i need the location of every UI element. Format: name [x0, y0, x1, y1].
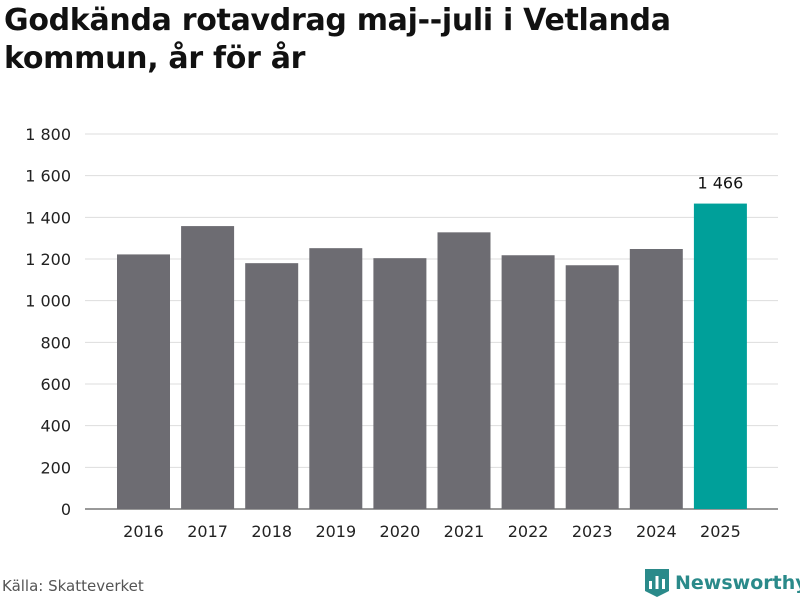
x-tick-label: 2017	[187, 522, 228, 541]
bar-2018	[245, 263, 299, 509]
data-labels: 1 466	[697, 174, 743, 193]
y-tick-label: 0	[61, 500, 71, 519]
bar-2025	[693, 203, 747, 510]
y-tick-label: 400	[40, 417, 71, 436]
y-tick-label: 1 200	[25, 250, 71, 269]
brand-name: Newsworthy	[675, 572, 800, 594]
x-tick-label: 2024	[636, 522, 677, 541]
x-tick-label: 2020	[380, 522, 421, 541]
x-tick-label: 2023	[572, 522, 613, 541]
bar-2021	[437, 232, 491, 510]
bar-chart: 0 200 400 600 800 1 000 1 200 1 400 1 600 1 800 2…	[25, 125, 778, 541]
chart-title: Godkända rotavdrag maj--juli i Vetlanda …	[4, 3, 671, 76]
x-tick-label: 2022	[508, 522, 549, 541]
y-tick-label: 1 600	[25, 167, 71, 186]
y-axis-ticks: 0 200 400 600 800 1 000 1 200 1 400 1 600 1 800	[25, 125, 71, 519]
data-label: 1 466	[697, 174, 743, 193]
bar-2019	[309, 248, 363, 509]
bar-2017	[181, 226, 235, 510]
bars	[117, 203, 747, 510]
source-note: Källa: Skatteverket	[2, 577, 144, 595]
y-tick-label: 200	[40, 458, 71, 477]
y-tick-label: 1 000	[25, 292, 71, 311]
y-tick-label: 600	[40, 375, 71, 394]
bar-2023	[565, 265, 619, 509]
bar-2016	[117, 254, 170, 509]
x-tick-label: 2025	[700, 522, 741, 541]
bar-2020	[373, 258, 427, 509]
newsworthy-logo-icon	[645, 569, 669, 597]
bar-2024	[629, 249, 683, 509]
x-tick-label: 2021	[444, 522, 485, 541]
bar-2022	[501, 255, 555, 509]
brand-logo: Newsworthy	[645, 569, 800, 597]
x-axis-ticks: 2016 2017 2018 2019 2020 2021 2022 2023 2024 2025	[123, 522, 741, 541]
y-tick-label: 1 400	[25, 208, 71, 227]
y-tick-label: 800	[40, 333, 71, 352]
x-tick-label: 2018	[251, 522, 292, 541]
x-tick-label: 2019	[315, 522, 356, 541]
x-tick-label: 2016	[123, 522, 164, 541]
y-tick-label: 1 800	[25, 125, 71, 144]
